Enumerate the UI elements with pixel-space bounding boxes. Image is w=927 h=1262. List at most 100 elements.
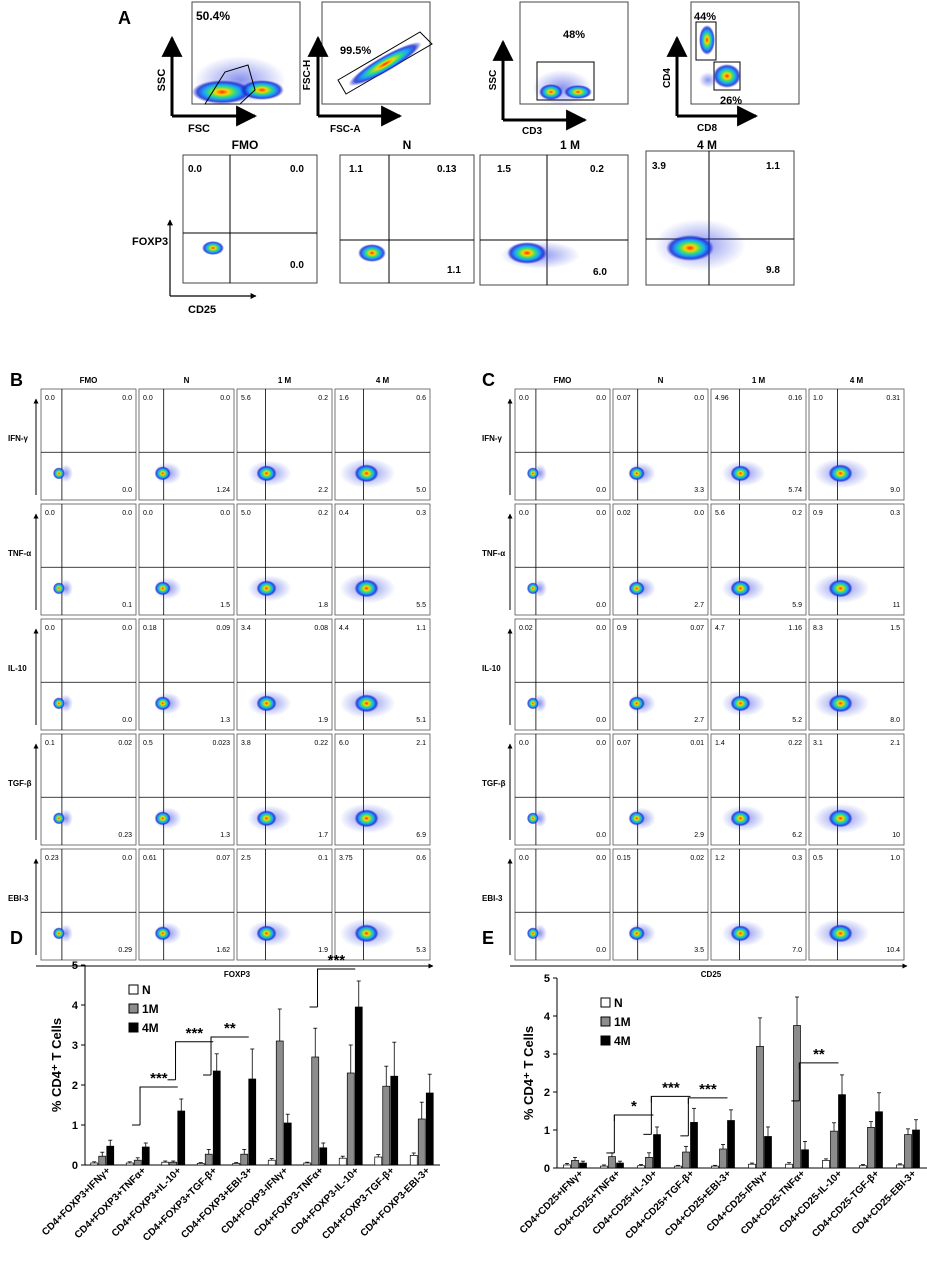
c-blob-4-3: [828, 924, 853, 943]
chartE-bar-N-9: [896, 1164, 904, 1169]
b-val-lr-4-0: 0.29: [118, 947, 132, 954]
b-blob-0-0: [52, 467, 65, 480]
b-val-ur-4-1: 0.07: [216, 855, 230, 862]
b-row-label-1: TNF-α: [8, 549, 31, 558]
chartE-ytick-label-3: 3: [544, 1049, 550, 1061]
b-plot-3-0: [40, 733, 137, 846]
chartD-ytick-label-3: 3: [72, 1040, 78, 1052]
c-val-ur-0-0: 0.0: [596, 395, 606, 402]
chartD-cat-label-5: CD4+FOXP3-IFNγ+: [219, 1165, 290, 1236]
chartE-bar-1M-2: [645, 1157, 653, 1169]
chartE-bar-1M-5: [756, 1046, 764, 1169]
c-blob-3-3: [828, 809, 853, 828]
b-val-lr-3-3: 6.9: [416, 832, 426, 839]
c-plot-0-2: [710, 388, 807, 501]
c-val-ul-3-3: 3.1: [813, 740, 823, 747]
c-val-ul-3-1: 0.07: [617, 740, 631, 747]
chartD-cat-label-9: CD4+FOXP3-EBI-3+: [359, 1165, 433, 1239]
chartD-bar-1M-6: [311, 1056, 320, 1166]
c-row-label-2: IL-10: [482, 664, 501, 673]
c-plot-0-1: [612, 388, 709, 501]
chartD-sig-label-0: ***: [150, 1070, 168, 1087]
chartD-ytick-label-1: 1: [72, 1120, 78, 1132]
b-col-title-0: FMO: [80, 376, 98, 385]
b-blob-4-0: [52, 927, 65, 940]
c-val-lr-1-3: 11: [893, 602, 900, 609]
gate-plot-fsc-ssc: 50.4% SSC FSC: [156, 1, 301, 135]
quadA-ylabel: FOXP3: [132, 236, 168, 248]
chartD-bar-N-1: [125, 1162, 134, 1166]
chartE-cat-label-9: CD4+CD25-EBI-3+: [850, 1168, 919, 1237]
chartE-bar-4M-4: [727, 1120, 735, 1169]
c-val-ur-3-0: 0.0: [596, 740, 606, 747]
b-blob-4-1: [154, 926, 171, 941]
b-blob-3-1: [154, 811, 171, 826]
b-val-ul-1-3: 0.4: [339, 510, 349, 517]
chartD-bar-4M-9: [425, 1092, 434, 1166]
chartE-cat-label-7: CD4+CD25-IL-10+: [778, 1168, 845, 1235]
b-val-lr-2-3: 5.1: [416, 717, 426, 724]
b-val-ur-4-2: 0.1: [318, 855, 328, 862]
chartD-bar-4M-1: [141, 1146, 150, 1166]
gate-ylabel-4: CD4: [662, 68, 673, 88]
chartD-bar-1M-2: [169, 1161, 178, 1166]
chartE-bar-4M-3: [690, 1122, 698, 1169]
b-val-ul-4-3: 3.75: [339, 855, 353, 862]
panelA-quad-row: FMO N 1 M 4 M 0.0 0.0 0.0 FOXP3 CD25 1.1…: [132, 138, 795, 316]
gate-ylabel-1: SSC: [156, 69, 168, 92]
c-blob-4-2: [730, 925, 751, 942]
c-plot-4-1: [612, 848, 709, 961]
quad-title-1m: 1 M: [560, 138, 580, 152]
chartE-bar-4M-8: [875, 1111, 883, 1169]
chartD-bar-4M-3: [212, 1070, 221, 1166]
chartE-cat-label-6: CD4+CD25-TNFα+: [739, 1168, 808, 1237]
b-col-title-1: N: [184, 376, 190, 385]
b-val-ur-0-0: 0.0: [122, 395, 132, 402]
b-val-ul-0-3: 1.6: [339, 395, 349, 402]
chartE-bar-4M-7: [838, 1094, 846, 1169]
c-val-ur-4-2: 0.3: [792, 855, 802, 862]
b-val-ul-2-1: 0.18: [143, 625, 157, 632]
c-plot-0-0: [514, 388, 611, 501]
gate-pct-3: 48%: [563, 29, 585, 41]
b-val-ur-1-2: 0.2: [318, 510, 328, 517]
c-blob-3-1: [628, 811, 645, 826]
b-val-lr-2-0: 0.0: [122, 717, 132, 724]
b-plot-1-0: [40, 503, 137, 616]
c-plot-3-2: [710, 733, 807, 846]
chartE-bar-N-1: [600, 1165, 608, 1169]
chartE-bar-1M-0: [571, 1160, 579, 1169]
chartD-ytick-label-0: 0: [72, 1160, 78, 1172]
b-val-ul-0-0: 0.0: [45, 395, 55, 402]
c-blob-2-2: [730, 695, 751, 712]
b-val-ur-3-0: 0.02: [118, 740, 132, 747]
c-val-ur-1-2: 0.2: [792, 510, 802, 517]
chartD-bar-1M-8: [382, 1085, 391, 1166]
chartE-bar-N-6: [785, 1163, 793, 1169]
c-blob-2-0: [526, 697, 539, 710]
b-val-ur-1-3: 0.3: [416, 510, 426, 517]
c-plot-3-0: [514, 733, 611, 846]
c-val-lr-2-1: 2.7: [694, 717, 704, 724]
chartD-bar-1M-9: [417, 1118, 426, 1166]
c-val-ur-2-1: 0.07: [690, 625, 704, 632]
chartE-cat-label-1: CD4+CD25+TNFα+: [552, 1168, 623, 1239]
chartD-bar-1M-3: [204, 1153, 213, 1166]
panel-letter-a: A: [118, 8, 131, 28]
chartD-bar-1M-5: [275, 1040, 284, 1166]
quadA-2-ur: 0.13: [437, 164, 457, 175]
c-val-ur-2-3: 1.5: [890, 625, 900, 632]
quadA-xlabel: CD25: [188, 304, 216, 316]
quadA-1-lr: 0.0: [290, 260, 304, 271]
chartE-legend-swatch-1: [600, 1016, 611, 1027]
chartE-cat-label-8: CD4+CD25-TGF-β+: [810, 1168, 882, 1240]
chartE-legend-label-2: 4M: [614, 1034, 631, 1048]
chartE-cat-label-4: CD4+CD25+EBI-3+: [663, 1168, 734, 1239]
b-plot-2-0: [40, 618, 137, 731]
chartE-bar-1M-9: [904, 1134, 912, 1169]
chartE-bar-N-2: [637, 1165, 645, 1169]
c-val-ur-3-1: 0.01: [690, 740, 704, 747]
chartD-bar-4M-6: [319, 1147, 328, 1166]
c-blob-0-1: [628, 466, 645, 481]
